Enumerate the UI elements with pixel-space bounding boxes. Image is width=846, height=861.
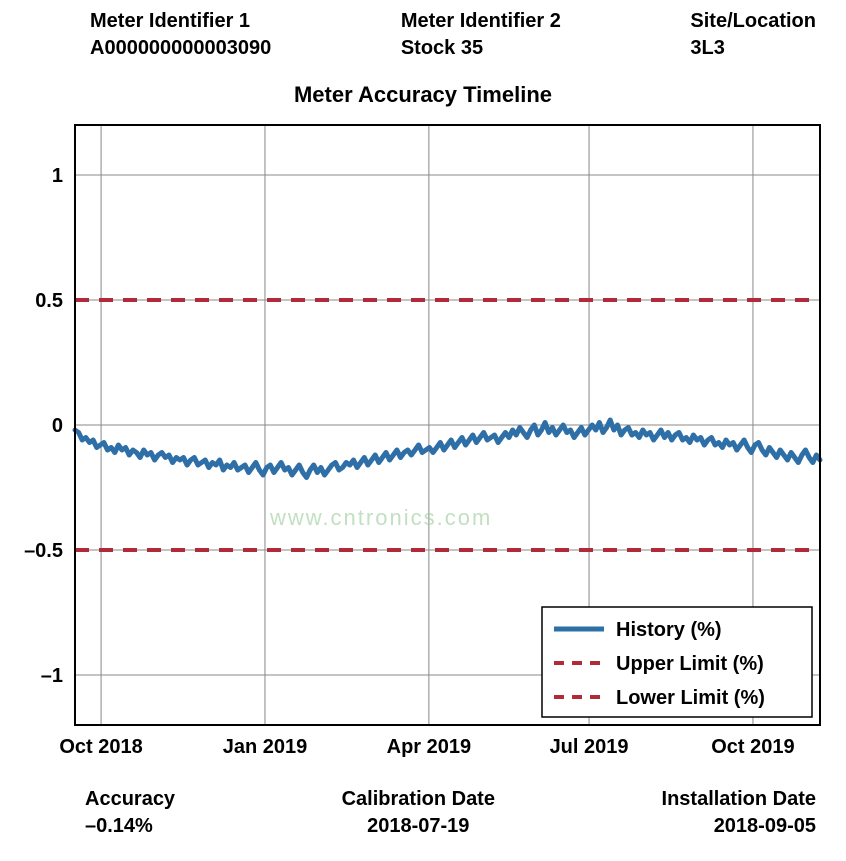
site-block: Site/Location 3L3 <box>690 10 816 60</box>
installation-value: 2018-09-05 <box>714 815 816 838</box>
report-container: Meter Identifier 1 A000000000003090 Mete… <box>0 0 846 861</box>
y-tick-label: 0.5 <box>35 290 63 312</box>
header-row: Meter Identifier 1 A000000000003090 Mete… <box>90 10 816 60</box>
x-tick-label: Apr 2019 <box>387 736 472 758</box>
meter-id-2-block: Meter Identifier 2 Stock 35 <box>401 10 561 60</box>
installation-label: Installation Date <box>662 788 816 811</box>
calibration-block: Calibration Date 2018-07-19 <box>342 788 495 838</box>
accuracy-label: Accuracy <box>85 788 175 811</box>
y-tick-label: 0 <box>52 415 63 437</box>
meter-id-1-block: Meter Identifier 1 A000000000003090 <box>90 10 271 60</box>
y-tick-label: –1 <box>41 665 63 687</box>
accuracy-block: Accuracy –0.14% <box>85 788 175 838</box>
x-tick-label: Jul 2019 <box>550 736 629 758</box>
site-value: 3L3 <box>690 37 816 60</box>
legend-label: Upper Limit (%) <box>616 653 764 675</box>
meter-id-1-label: Meter Identifier 1 <box>90 10 271 33</box>
meter-id-1-value: A000000000003090 <box>90 37 271 60</box>
installation-block: Installation Date 2018-09-05 <box>662 788 816 838</box>
y-tick-label: 1 <box>52 165 63 187</box>
calibration-label: Calibration Date <box>342 788 495 811</box>
meter-id-2-label: Meter Identifier 2 <box>401 10 561 33</box>
chart-title: Meter Accuracy Timeline <box>0 82 846 108</box>
y-tick-label: –0.5 <box>24 540 63 562</box>
x-tick-label: Jan 2019 <box>223 736 308 758</box>
legend-label: Lower Limit (%) <box>616 687 765 709</box>
legend-label: History (%) <box>616 619 722 641</box>
x-tick-label: Oct 2019 <box>711 736 794 758</box>
chart-svg: –1 –0.5 0 0.5 1 Oct 2018 Jan 2019 Apr 2019 Jul 2… <box>0 115 846 775</box>
footer-row: Accuracy –0.14% Calibration Date 2018-07… <box>85 788 816 838</box>
accuracy-value: –0.14% <box>85 815 175 838</box>
calibration-value: 2018-07-19 <box>367 815 469 838</box>
site-label: Site/Location <box>690 10 816 33</box>
meter-id-2-value: Stock 35 <box>401 37 561 60</box>
watermark-text: www.cntronics.com <box>270 505 492 531</box>
chart-area: –1 –0.5 0 0.5 1 Oct 2018 Jan 2019 Apr 2019 Jul 2… <box>0 115 846 765</box>
x-tick-label: Oct 2018 <box>59 736 142 758</box>
